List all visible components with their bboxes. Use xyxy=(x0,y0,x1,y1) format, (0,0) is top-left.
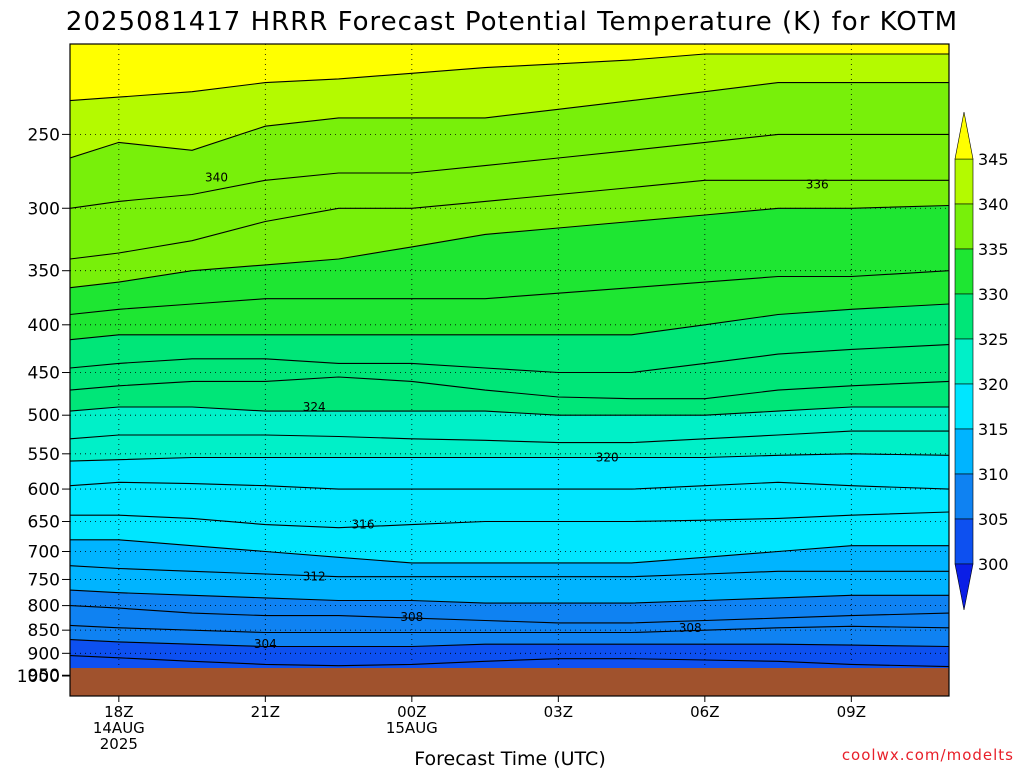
x-tick-label-0-0: 18Z xyxy=(104,703,133,721)
contour-label-7: 308 xyxy=(679,621,702,635)
colorbar-swatch-0 xyxy=(954,158,974,205)
plot-frame xyxy=(69,43,950,697)
x-tick-label-6-0: 00Z xyxy=(397,703,426,721)
contour-line-332 xyxy=(70,270,949,316)
contour-fill-group xyxy=(70,44,949,668)
contour-label-2: 324 xyxy=(303,400,326,414)
y-tick-label-800: 800 xyxy=(28,597,60,617)
contour-line-322 xyxy=(70,430,949,444)
colorbar-label-325: 325 xyxy=(978,330,1009,349)
colorbar-swatch-3 xyxy=(954,293,974,340)
y-tick-label-500: 500 xyxy=(28,406,60,426)
y-tick-label-350: 350 xyxy=(28,262,60,282)
y-axis: 250 300 350 400 450 500 550 600 650 700 750 800 850 9… xyxy=(17,125,70,687)
x-tick-label-12-0: 06Z xyxy=(690,703,719,721)
colorbar-swatch-2 xyxy=(954,248,974,295)
colorbar-swatch-1 xyxy=(954,203,974,250)
y-tick-label-650: 650 xyxy=(28,512,60,532)
contour-line-303 xyxy=(70,655,949,668)
colorbar-label-335: 335 xyxy=(978,240,1009,259)
contour-label-3: 320 xyxy=(596,450,619,464)
x-tick-label-3-0: 21Z xyxy=(251,703,280,721)
y-tick-label-300: 300 xyxy=(28,199,60,219)
contour-label-5: 312 xyxy=(303,570,326,584)
colorbar-label-305: 305 xyxy=(978,510,1009,529)
y-tick-label-400: 400 xyxy=(28,316,60,336)
contour-line-338 xyxy=(70,133,949,209)
contour-line-324 xyxy=(70,406,949,416)
colorbar-swatch-8 xyxy=(954,518,974,565)
y-tick-label-750: 750 xyxy=(28,570,60,590)
contour-line-312 xyxy=(70,565,949,578)
colorbar-top-arrow xyxy=(954,111,974,160)
contour-line-308 xyxy=(70,605,949,624)
y-tick-label-950: 950 xyxy=(28,666,60,686)
colorbar-swatch-7 xyxy=(954,473,974,520)
contour-line-328 xyxy=(70,344,949,374)
y-tick-label-850: 850 xyxy=(28,621,60,641)
contour-label-0: 340 xyxy=(205,170,228,184)
colorbar-label-300: 300 xyxy=(978,555,1009,574)
colorbar-label-340: 340 xyxy=(978,195,1009,214)
contour-line-336 xyxy=(70,179,949,260)
colorbar-label-345: 345 xyxy=(978,150,1009,169)
y-tick-label-700: 700 xyxy=(28,543,60,563)
contour-line-314 xyxy=(70,539,949,564)
x-tick-label-0-1: 14AUG xyxy=(93,719,145,737)
colorbar-swatch-5 xyxy=(954,383,974,430)
y-tick-label-250: 250 xyxy=(28,125,60,145)
x-tick-label-6-1: 15AUG xyxy=(386,719,438,737)
colorbar-label-315: 315 xyxy=(978,420,1009,439)
y-tick-label-450: 450 xyxy=(28,364,60,384)
credit-text: coolwx.com/modelts xyxy=(842,746,1014,764)
contour-line-320 xyxy=(70,453,949,462)
chart-title: 2025081417 HRRR Forecast Potential Tempe… xyxy=(66,7,958,37)
contour-label-4: 316 xyxy=(352,518,375,532)
contour-line-326 xyxy=(70,376,949,400)
colorbar-swatch-4 xyxy=(954,338,974,385)
contour-line-304 xyxy=(70,639,949,648)
contour-line-330 xyxy=(70,303,949,341)
x-axis-label: Forecast Time (UTC) xyxy=(414,748,605,768)
contour-line-340 xyxy=(70,82,949,159)
contour-label-1: 336 xyxy=(806,178,829,192)
colorbar-bottom-arrow xyxy=(954,563,974,611)
colorbar-label-310: 310 xyxy=(978,465,1009,484)
colorbar-label-330: 330 xyxy=(978,285,1009,304)
colorbar-label-320: 320 xyxy=(978,375,1009,394)
contour-line-306 xyxy=(70,624,949,634)
contour-line-342 xyxy=(70,53,949,102)
colorbar: 345 340 335 330 325 320 315 310 305 300 xyxy=(954,111,1009,611)
colorbar-swatch-6 xyxy=(954,428,974,475)
y-tick-label-600: 600 xyxy=(28,480,60,500)
ground-band xyxy=(70,668,949,696)
y-tick-label-1000: 1000 xyxy=(17,667,60,687)
x-tick-label-0-2: 2025 xyxy=(100,735,138,753)
x-tick-label-15-0: 09Z xyxy=(837,703,866,721)
contour-label-8: 304 xyxy=(254,637,277,651)
x-tick-label-9-0: 03Z xyxy=(544,703,573,721)
contour-line-334 xyxy=(70,204,949,289)
y-tick-label-550: 550 xyxy=(28,445,60,465)
contour-label-6: 308 xyxy=(400,610,423,624)
plot-area: 340 336 324 320 316 312 308 308 304 xyxy=(69,43,950,697)
y-tick-label-900: 900 xyxy=(28,644,60,664)
grid xyxy=(70,44,949,676)
contour-line-310 xyxy=(70,589,949,604)
